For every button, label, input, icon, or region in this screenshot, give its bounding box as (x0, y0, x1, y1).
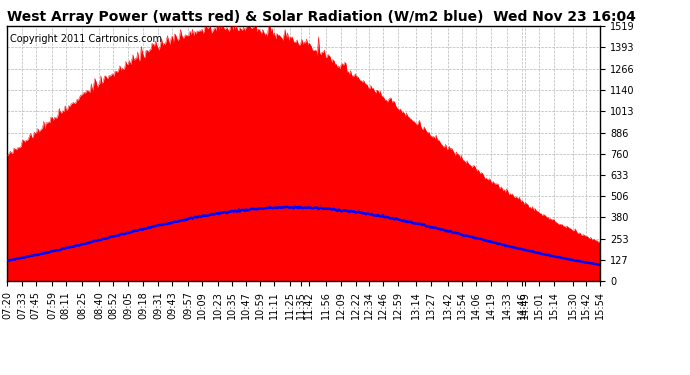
Text: West Array Power (watts red) & Solar Radiation (W/m2 blue)  Wed Nov 23 16:04: West Array Power (watts red) & Solar Rad… (7, 10, 635, 24)
Text: Copyright 2011 Cartronics.com: Copyright 2011 Cartronics.com (10, 34, 162, 44)
